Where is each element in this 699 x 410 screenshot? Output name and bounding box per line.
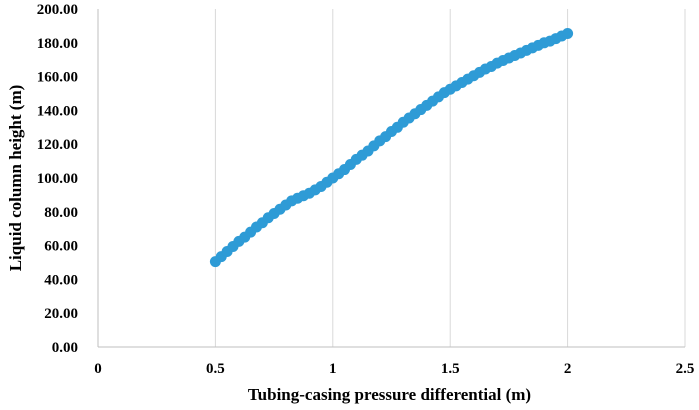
x-tick-label: 0: [94, 361, 102, 377]
data-points: [209, 28, 574, 268]
y-tick-label: 140.00: [37, 103, 78, 119]
x-tick-labels: 0 0.5 1 1.5 2 2.5: [94, 361, 694, 377]
x-tick-label: 1: [329, 361, 337, 377]
y-tick-label: 60.00: [44, 239, 78, 255]
y-tick-label: 120.00: [37, 137, 78, 153]
y-tick-label: 0.00: [52, 340, 78, 356]
x-tick-label: 2: [564, 361, 572, 377]
y-tick-label: 100.00: [37, 171, 78, 187]
x-tick-label: 1.5: [441, 361, 460, 377]
y-tick-label: 160.00: [37, 70, 78, 86]
axis-layer: [97, 9, 685, 348]
x-tick-label: 0.5: [206, 361, 225, 377]
y-tick-label: 20.00: [44, 306, 78, 322]
data-point: [562, 28, 574, 40]
y-tick-label: 180.00: [37, 36, 78, 52]
y-tick-labels: 0.00 20.00 40.00 60.00 80.00 100.00 120.00 140.…: [37, 2, 78, 356]
x-axis-title: Tubing-casing pressure differential (m): [248, 385, 531, 404]
grid-layer: [214, 9, 686, 347]
y-axis-title: Liquid column height (m): [6, 85, 25, 272]
x-tick-label: 2.5: [676, 361, 695, 377]
y-tick-label: 40.00: [44, 272, 78, 288]
y-tick-label: 80.00: [44, 205, 78, 221]
y-tick-label: 200.00: [37, 2, 78, 18]
